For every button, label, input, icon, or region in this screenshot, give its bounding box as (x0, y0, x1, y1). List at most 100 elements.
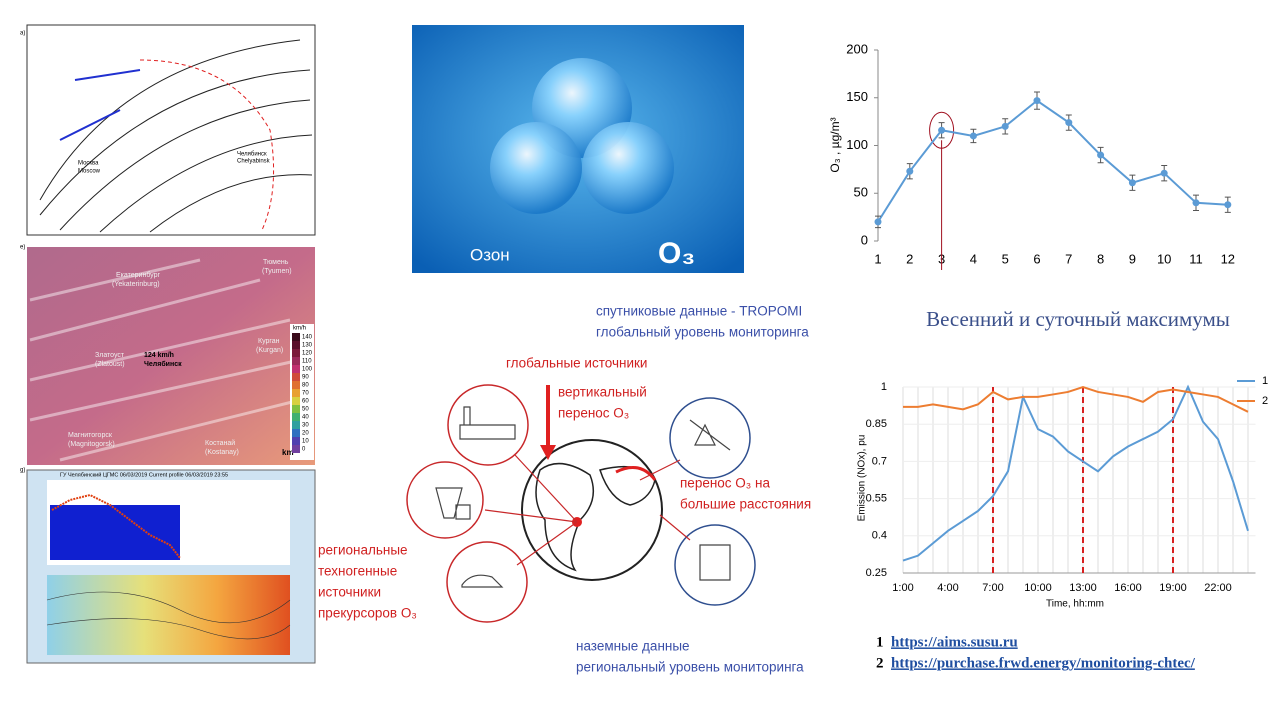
y-tick-label: 50 (854, 185, 868, 200)
scale-swatch (292, 349, 300, 357)
panel-label: g) (20, 468, 25, 474)
y-tick-label: 0.7 (872, 455, 887, 467)
city: Магнитогорск (68, 432, 113, 439)
link[interactable]: https://aims.susu.ru (891, 634, 1018, 650)
city: Москва (78, 161, 99, 167)
scale-swatch (292, 437, 300, 445)
legend-label: 1 (1262, 375, 1268, 387)
scale-swatch (292, 381, 300, 389)
city: Тюмень (263, 259, 289, 266)
y-tick-label: 0.55 (866, 493, 887, 505)
diagram-text: наземные данные (576, 639, 690, 654)
city: Челябинск (237, 152, 267, 158)
x-tick-label: 19:00 (1159, 582, 1187, 594)
scale-label: 10 (302, 439, 309, 445)
point (1160, 169, 1168, 177)
annotation-circle (929, 111, 955, 149)
point (1192, 199, 1200, 207)
line (877, 99, 1228, 223)
x-tick-label: 22:00 (1204, 582, 1232, 594)
point (874, 218, 882, 226)
scale-swatch (292, 421, 300, 429)
scale-label: 0 (302, 447, 306, 453)
city: Костанай (205, 439, 235, 447)
city: (Zlatoust) (95, 361, 125, 368)
panel-label: e) (20, 245, 25, 251)
point (1224, 201, 1232, 209)
scale-label: 20 (302, 431, 309, 437)
scale-unit: km/h (293, 326, 306, 332)
y-tick-label: 100 (846, 137, 868, 152)
point (1097, 151, 1105, 159)
synoptic-map: a) Москва Moscow Челябинск Chelyabinsk (20, 24, 316, 236)
point (938, 126, 946, 134)
scale-label: 30 (302, 423, 309, 429)
scale-label: 90 (302, 375, 309, 381)
link-number: 2 (876, 655, 884, 671)
scale-label: 100 (302, 367, 313, 373)
scale-label: 40 (302, 415, 309, 421)
diagram-text: перенос O₃ на (680, 476, 771, 491)
city: Златоуст (95, 352, 125, 359)
legend-label: 2 (1262, 395, 1268, 407)
x-tick-label: 8 (1097, 251, 1104, 266)
diagram-text: большие расстояния (680, 497, 811, 512)
y-tick-label: 1 (881, 381, 887, 393)
diagram-text: техногенные (318, 564, 397, 579)
city: (Magnitogorsk) (68, 441, 115, 448)
diagram-text: региональные (318, 543, 408, 558)
scale-swatch (292, 429, 300, 437)
link[interactable]: https://purchase.frwd.energy/monitoring-… (891, 655, 1196, 671)
point (1065, 119, 1073, 127)
distance-unit: km (282, 448, 294, 457)
x-tick-label: 5 (1002, 251, 1009, 266)
ozone-image: Озон O₃ (412, 25, 744, 273)
line (903, 385, 1249, 413)
diagram-text: источники (318, 585, 381, 600)
city: Курган (258, 338, 280, 345)
diagram-text: перенос O₃ (558, 406, 629, 421)
profile-panel: g) ГУ Челябинский ЦГМС 06/03/2019 Curren… (20, 468, 316, 664)
x-tick-label: 13:00 (1069, 582, 1097, 594)
x-tick-label: 2 (906, 251, 913, 266)
x-tick-label: 10:00 (1024, 582, 1052, 594)
x-axis-label: Time, hh:mm (1046, 599, 1104, 610)
panel-label: a) (20, 31, 25, 37)
x-tick-label: 9 (1129, 251, 1136, 266)
city: (Tyumen) (262, 268, 292, 275)
point (1001, 122, 1009, 130)
scale-swatch (292, 413, 300, 421)
y-tick-label: 0.85 (866, 418, 887, 430)
diagram: спутниковые данные - TROPOMI глобальный … (318, 304, 811, 675)
diagram-text: спутниковые данные - TROPOMI (596, 304, 802, 319)
x-tick-label: 7 (1065, 251, 1072, 266)
wind-speed: 124 km/h (144, 352, 174, 359)
city: (Yekaterinburg) (112, 281, 160, 288)
diagram-text: региональный уровень мониторинга (576, 660, 804, 675)
panel-title: ГУ Челябинский ЦГМС 06/03/2019 Current p… (60, 471, 228, 478)
scale-swatch (292, 397, 300, 405)
scale-swatch (292, 389, 300, 397)
link-number: 1 (876, 634, 884, 650)
scale-label: 120 (302, 351, 313, 357)
y-tick-label: 0.4 (872, 530, 887, 542)
y-tick-label: 150 (846, 89, 868, 104)
diagram-text: прекурсоров O₃ (318, 606, 417, 621)
city: Moscow (78, 169, 101, 175)
x-tick-label: 7:00 (982, 582, 1003, 594)
x-tick-label: 1:00 (892, 582, 913, 594)
wind-map: e) Екатеринбург (Yekaterinburg) Тюмень (… (20, 245, 315, 465)
y-tick-label: 0 (861, 232, 868, 247)
point (906, 167, 914, 175)
scale-label: 80 (302, 383, 309, 389)
x-tick-label: 10 (1157, 251, 1171, 266)
scale-swatch (292, 405, 300, 413)
diagram-text: вертикальный (558, 385, 647, 400)
scale-label: 140 (302, 335, 313, 341)
diagram-text: глобальный уровень мониторинга (596, 325, 809, 340)
scale-swatch (292, 341, 300, 349)
point (1033, 97, 1041, 105)
scale-swatch (292, 365, 300, 373)
